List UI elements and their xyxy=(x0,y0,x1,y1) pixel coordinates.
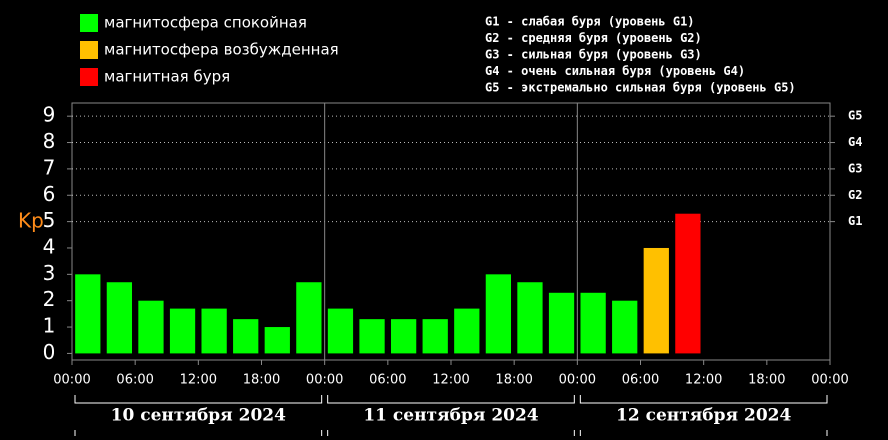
storm-scale-text: G3 - сильная буря (уровень G3) xyxy=(485,48,702,62)
x-tick-label: 06:00 xyxy=(622,373,659,388)
x-tick-label: 00:00 xyxy=(53,373,90,388)
bar xyxy=(643,247,669,354)
day-label: 10 сентября 2024 xyxy=(111,406,286,426)
legend-swatch xyxy=(80,41,98,59)
day-label: 12 сентября 2024 xyxy=(616,406,791,426)
bar xyxy=(422,319,448,354)
y-tick-label: 3 xyxy=(43,261,56,285)
y-tick-label: 7 xyxy=(43,155,56,179)
bar xyxy=(390,319,417,354)
x-tick-label: 00:00 xyxy=(811,373,848,388)
x-tick-label: 12:00 xyxy=(432,373,469,388)
bar xyxy=(580,292,606,354)
legend-label: магнитосфера возбужденная xyxy=(104,41,339,59)
bar xyxy=(201,308,227,354)
bar xyxy=(454,308,480,354)
x-tick-label: 18:00 xyxy=(748,373,785,388)
bar xyxy=(612,300,638,354)
day-bracket-foot xyxy=(327,430,575,436)
y-tick-label: 6 xyxy=(43,182,56,206)
x-tick-label: 12:00 xyxy=(685,373,722,388)
day-bracket xyxy=(579,395,828,404)
x-tick-label: 06:00 xyxy=(116,373,153,388)
x-tick-label: 00:00 xyxy=(559,373,596,388)
y2-tick-label: G4 xyxy=(848,135,862,149)
storm-scale-text: G1 - слабая буря (уровень G1) xyxy=(485,15,695,29)
y2-tick-label: G1 xyxy=(848,214,862,228)
y-tick-label: 9 xyxy=(43,103,56,127)
bar xyxy=(485,274,512,354)
bar xyxy=(517,282,543,354)
bar xyxy=(296,282,322,354)
x-tick-label: 18:00 xyxy=(495,373,532,388)
x-tick-label: 12:00 xyxy=(180,373,217,388)
day-label: 11 сентября 2024 xyxy=(363,406,538,426)
y-tick-label: 0 xyxy=(43,340,56,364)
bar xyxy=(359,319,385,354)
y-tick-label: 2 xyxy=(43,287,56,311)
x-tick-label: 06:00 xyxy=(369,373,406,388)
bar xyxy=(327,308,354,354)
bar xyxy=(548,292,575,354)
legend-swatch xyxy=(80,68,98,86)
storm-scale-text: G2 - средняя буря (уровень G2) xyxy=(485,31,702,45)
y2-tick-label: G3 xyxy=(848,161,862,175)
y2-tick-label: G2 xyxy=(848,188,862,202)
legend-label: магнитная буря xyxy=(104,68,230,86)
bar xyxy=(233,319,259,354)
bar xyxy=(138,300,164,354)
y-tick-label: 8 xyxy=(43,129,56,153)
day-bracket-foot xyxy=(74,430,323,436)
bar xyxy=(675,213,701,354)
day-bracket xyxy=(74,395,323,404)
storm-scale-text: G4 - очень сильная буря (уровень G4) xyxy=(485,64,745,78)
y-axis-label: Kp xyxy=(18,209,44,233)
legend-label: магнитосфера спокойная xyxy=(104,14,307,32)
bar xyxy=(264,327,290,354)
y-tick-label: 4 xyxy=(43,234,56,258)
legend-swatch xyxy=(80,14,98,32)
x-tick-label: 00:00 xyxy=(306,373,343,388)
y-tick-label: 5 xyxy=(43,208,56,232)
day-bracket xyxy=(327,395,575,404)
bar xyxy=(106,282,133,354)
day-bracket-foot xyxy=(579,430,828,436)
y-tick-label: 1 xyxy=(43,314,56,338)
y2-tick-label: G5 xyxy=(848,109,862,123)
storm-scale-text: G5 - экстремально сильная буря (уровень … xyxy=(485,81,796,95)
bar xyxy=(169,308,196,354)
x-tick-label: 18:00 xyxy=(243,373,280,388)
bar xyxy=(75,274,101,354)
